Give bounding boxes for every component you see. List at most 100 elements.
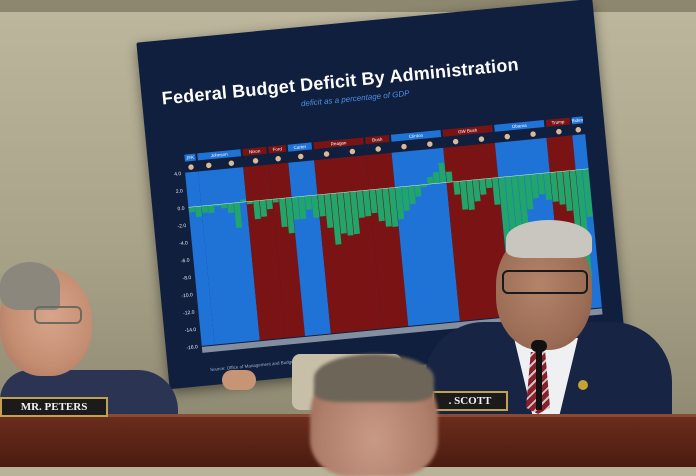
deficit-bar (285, 197, 295, 234)
y-tick-label: -2.0 (177, 223, 186, 230)
deficit-bar (537, 173, 546, 195)
deficit-bar (485, 178, 493, 189)
deficit-bar (337, 192, 347, 234)
administration-label: Trump (551, 119, 565, 125)
president-portrait-icon (252, 157, 259, 165)
deficit-bar (317, 194, 326, 217)
administration-header (242, 146, 267, 157)
lapel-pin (578, 380, 588, 390)
y-tick-label: -12.0 (183, 310, 195, 317)
deficit-bar (563, 170, 573, 212)
administration-label: Reagan (330, 140, 347, 147)
administration-label: Obama (512, 123, 528, 129)
deficit-bar (492, 177, 501, 205)
deficit-bar (272, 198, 279, 203)
deficit-bar (414, 184, 422, 197)
administration-label: Ford (272, 146, 282, 152)
deficit-bar (208, 204, 215, 214)
peters-glasses (34, 306, 82, 324)
deficit-bar (356, 190, 365, 218)
administration-header (313, 137, 364, 150)
y-tick-label: 2.0 (176, 188, 184, 195)
administration-header (442, 125, 493, 137)
deficit-bar (362, 189, 372, 217)
deficit-bar (266, 199, 273, 210)
president-portrait-icon (228, 159, 235, 167)
deficit-bar (395, 186, 405, 220)
nameplate-scott: . SCOTT (432, 391, 508, 411)
deficit-bar (233, 202, 243, 229)
administration-header (571, 116, 584, 125)
deficit-bar (432, 171, 440, 184)
deficit-bar (324, 193, 334, 229)
deficit-bar (291, 196, 300, 220)
deficit-bar (543, 172, 553, 200)
microphone (536, 346, 542, 410)
president-portrait-icon (504, 133, 511, 140)
deficit-bar (421, 184, 428, 188)
deficit-bar (382, 188, 392, 227)
president-portrait-icon (555, 128, 563, 135)
y-tick-label: -6.0 (181, 258, 190, 265)
administration-label: Clinton (409, 133, 424, 139)
president-portrait-icon (478, 135, 485, 143)
deficit-bar (343, 191, 354, 236)
administration-block (268, 162, 305, 338)
deficit-bar (459, 180, 469, 210)
deficit-bar (350, 191, 360, 235)
deficit-bar (401, 186, 410, 212)
president-portrait-icon (349, 148, 356, 155)
deficit-bar (438, 162, 447, 184)
administration-header (184, 153, 196, 162)
deficit-bar (227, 203, 235, 214)
administration-header (197, 149, 242, 161)
deficit-bar (445, 171, 453, 183)
deficit-bar (517, 175, 530, 234)
administration-header (268, 144, 287, 154)
peters-hair (0, 262, 60, 310)
administration-label: Biden (571, 117, 583, 123)
president-portrait-icon (205, 162, 213, 169)
scott-glasses (502, 270, 588, 294)
foreground-person-hair (314, 354, 434, 402)
administration-block (288, 160, 331, 336)
president-portrait-icon (323, 150, 330, 158)
president-portrait-icon (187, 163, 195, 171)
president-portrait-icon (297, 153, 304, 160)
y-tick-label: -14.0 (185, 327, 197, 334)
president-portrait-icon (274, 155, 282, 162)
deficit-bar (426, 176, 434, 185)
deficit-bar (388, 187, 399, 227)
president-portrait-icon (426, 140, 434, 148)
administration-label: Nixon (249, 148, 261, 154)
deficit-bar (188, 206, 196, 213)
deficit-bar (201, 205, 209, 213)
deficit-bar (479, 178, 487, 195)
y-tick-label: 4.0 (174, 171, 182, 178)
deficit-bar (253, 200, 261, 220)
deficit-bar (524, 174, 534, 210)
deficit-bar (259, 199, 268, 217)
y-tick-label: -4.0 (179, 240, 188, 247)
deficit-bar (556, 171, 566, 205)
deficit-bar (550, 171, 559, 202)
y-tick-label: -16.0 (186, 344, 198, 351)
president-portrait-icon (452, 138, 459, 145)
deficit-bar (220, 203, 228, 209)
deficit-bar (369, 189, 378, 214)
president-portrait-icon (575, 126, 582, 134)
administration-header (545, 117, 571, 127)
y-tick-label: -8.0 (182, 275, 191, 282)
administration-label: Carter (293, 144, 306, 150)
zero-line (188, 168, 589, 208)
administration-label: Johnson (210, 151, 228, 158)
deficit-bar (582, 168, 593, 218)
administration-block (185, 171, 215, 346)
administration-header (287, 142, 313, 152)
deficit-bar (472, 179, 481, 202)
deficit-bar (530, 173, 539, 199)
administration-label: GW Bush (458, 127, 478, 134)
deficit-bar (453, 181, 461, 195)
deficit-bar (330, 193, 342, 245)
deficit-bar (240, 199, 247, 203)
